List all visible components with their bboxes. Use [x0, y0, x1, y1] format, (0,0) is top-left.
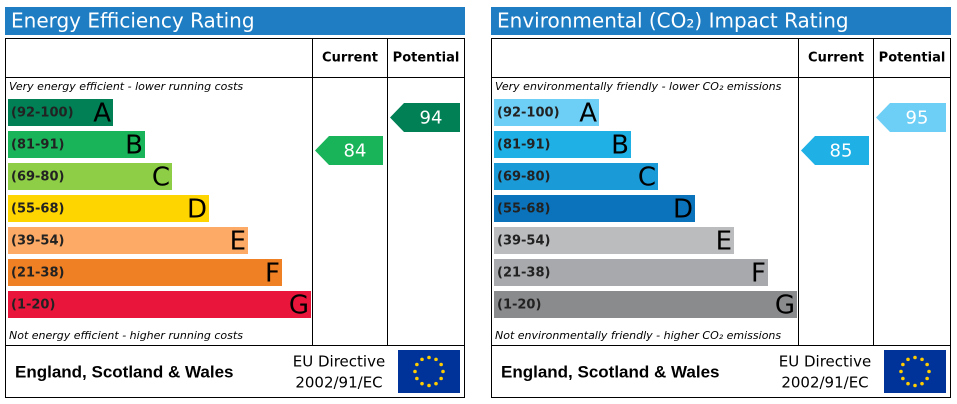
column-header: Potential [879, 51, 946, 66]
band-letter: A [579, 99, 597, 129]
band-range: (1-20) [11, 298, 55, 313]
band-range: (81-91) [11, 138, 64, 153]
band-letter: C [638, 163, 656, 193]
band-letter: B [125, 131, 143, 161]
rating-arrow [315, 136, 383, 165]
band-letter: B [611, 131, 629, 161]
note: Very energy efficient - lower running co… [9, 80, 243, 93]
band-range: (92-100) [11, 106, 74, 121]
band-range: (55-68) [497, 202, 550, 217]
note: Very environmentally friendly - lower CO… [495, 80, 782, 93]
band-range: (69-80) [11, 170, 64, 185]
note: Not energy efficient - higher running co… [9, 329, 243, 342]
flag-star [925, 376, 929, 381]
flag-star [913, 383, 917, 388]
frame [491, 38, 951, 398]
flag-star [439, 376, 443, 381]
flag-star [925, 362, 929, 367]
flag-star [427, 383, 431, 388]
column-header: Potential [393, 51, 460, 66]
band [8, 291, 311, 318]
flag-star [420, 357, 424, 362]
column-header: Current [808, 51, 864, 66]
band-range: (55-68) [11, 202, 64, 217]
band-range: (39-54) [11, 234, 64, 249]
flag-star [899, 369, 903, 374]
band-letter: G [289, 291, 309, 321]
band-range: (1-20) [497, 298, 541, 313]
band-letter: D [187, 195, 207, 225]
panel-title: Environmental (CO₂) Impact Rating [497, 9, 849, 33]
flag-star [901, 376, 905, 381]
flag-star [920, 357, 924, 362]
flag-star [441, 369, 445, 374]
flag-star [434, 381, 438, 386]
directive: EU Directive [779, 353, 871, 371]
band [8, 227, 248, 254]
band [494, 227, 734, 254]
band-letter: E [230, 227, 246, 257]
band-range: (39-54) [497, 234, 550, 249]
band [494, 259, 768, 286]
rating-value: 84 [344, 141, 367, 162]
band-letter: F [751, 259, 766, 289]
band [494, 99, 599, 126]
flag-star [906, 381, 910, 386]
band-range: (21-38) [11, 266, 64, 281]
band [494, 163, 658, 190]
flag-star [906, 357, 910, 362]
band-letter: C [152, 163, 170, 193]
title-bar [491, 7, 951, 35]
panel: Energy Efficiency Rating Current Potential… [5, 7, 465, 398]
band [494, 195, 695, 222]
band [494, 291, 797, 318]
flag-star [413, 369, 417, 374]
band [8, 131, 145, 158]
panel: Environmental (CO₂) Impact Rating Current… [491, 7, 951, 398]
band-letter: E [716, 227, 732, 257]
band-range: (92-100) [497, 106, 560, 121]
band [8, 195, 209, 222]
panel-title: Energy Efficiency Rating [11, 9, 255, 33]
band-range: (81-91) [497, 138, 550, 153]
flag-star [434, 357, 438, 362]
rating-value: 85 [830, 141, 853, 162]
flag-star [920, 381, 924, 386]
flag-star [901, 362, 905, 367]
title-bar [5, 7, 465, 35]
directive: 2002/91/EC [781, 374, 868, 392]
flag-star [420, 381, 424, 386]
footer-region: England, Scotland & Wales [501, 362, 720, 381]
frame [5, 38, 465, 398]
rating-value: 94 [420, 108, 443, 129]
rating-arrow [801, 136, 869, 165]
column-header: Current [322, 51, 378, 66]
band-letter: G [775, 291, 795, 321]
band-range: (69-80) [497, 170, 550, 185]
rating-arrow [390, 103, 460, 132]
footer-region: England, Scotland & Wales [15, 362, 234, 381]
band-letter: D [673, 195, 693, 225]
band [8, 99, 113, 126]
flag-star [439, 362, 443, 367]
rating-value: 95 [906, 108, 929, 129]
note: Not environmentally friendly - higher CO… [495, 329, 781, 342]
band [8, 259, 282, 286]
rating-arrow [876, 103, 946, 132]
band [494, 131, 631, 158]
directive: 2002/91/EC [295, 374, 382, 392]
band-letter: A [93, 99, 111, 129]
flag-star [427, 355, 431, 360]
flag-star [927, 369, 931, 374]
flag-star [913, 355, 917, 360]
flag-star [415, 376, 419, 381]
band-letter: F [265, 259, 280, 289]
band-range: (21-38) [497, 266, 550, 281]
directive: EU Directive [293, 353, 385, 371]
flag-star [415, 362, 419, 367]
band [8, 163, 172, 190]
